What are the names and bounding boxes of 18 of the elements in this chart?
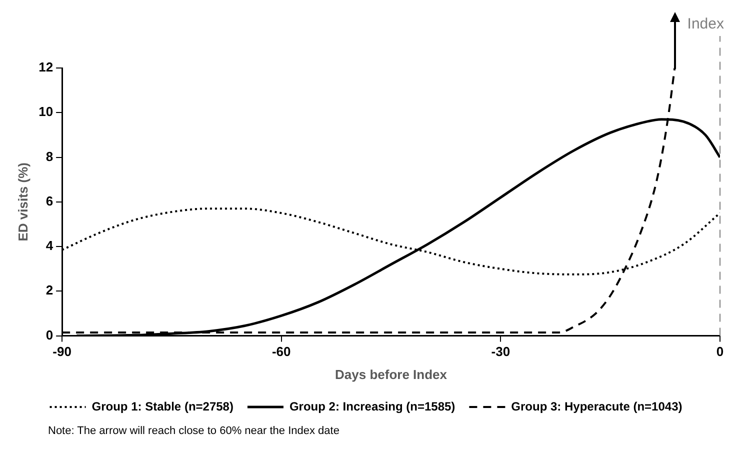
y-tick-label: 2 bbox=[46, 282, 54, 298]
ref-line-label: Index bbox=[687, 16, 724, 33]
text: Note: The arrow will reach close to 60% near the Index date bbox=[47, 425, 340, 437]
x-tick-label: -30 bbox=[491, 344, 510, 360]
y-axis-title: ED visits (%) bbox=[15, 162, 30, 242]
legend-label: Group 1: Stable (n=2758) bbox=[92, 399, 234, 414]
x-tick-label: -60 bbox=[272, 344, 291, 360]
x-tick-label: 0 bbox=[716, 344, 724, 360]
x-tick-label: -90 bbox=[52, 344, 72, 360]
y-tick-label: 6 bbox=[46, 193, 54, 208]
legend-label: Group 2: Increasing (n=1585) bbox=[289, 399, 456, 414]
legend-label: Group 3: Hyperacute (n=1043) bbox=[511, 399, 682, 414]
y-tick-label: 0 bbox=[46, 327, 54, 342]
y-tick-label: 8 bbox=[46, 148, 54, 164]
y-tick-label: 4 bbox=[46, 238, 54, 254]
y-tick-label: 12 bbox=[38, 60, 54, 75]
x-axis-title: Days before Index bbox=[335, 366, 448, 382]
y-tick-label: 10 bbox=[38, 104, 54, 120]
